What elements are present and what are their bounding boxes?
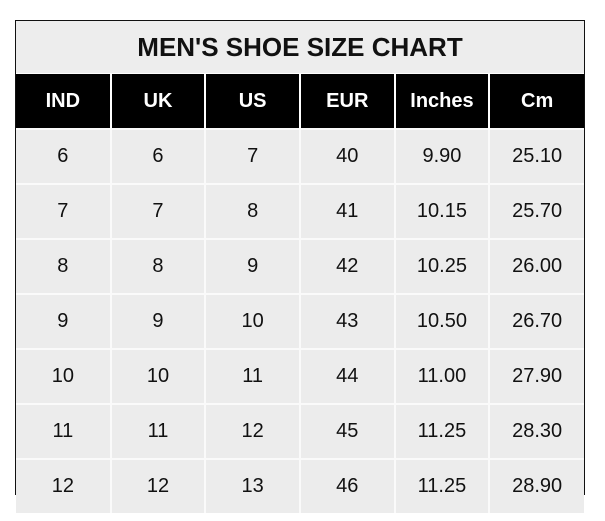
cell-us: 10 <box>204 293 300 349</box>
table-row: 12 12 13 46 11.25 28.90 <box>16 458 584 513</box>
chart-title: MEN'S SHOE SIZE CHART <box>16 21 584 74</box>
cell-inches: 11.00 <box>393 348 490 404</box>
cell-inches: 10.50 <box>393 293 490 349</box>
cell-ind: 7 <box>16 183 111 239</box>
cell-inches: 9.90 <box>393 128 490 184</box>
table-row: 8 8 9 42 10.25 26.00 <box>16 238 584 294</box>
cell-cm: 27.90 <box>488 348 584 404</box>
cell-ind: 8 <box>16 238 111 294</box>
cell-uk: 12 <box>109 458 206 513</box>
cell-inches: 10.25 <box>393 238 490 294</box>
cell-cm: 25.70 <box>488 183 584 239</box>
column-header-uk: UK <box>109 74 206 129</box>
cell-ind: 9 <box>16 293 111 349</box>
cell-cm: 28.30 <box>488 403 584 459</box>
cell-us: 9 <box>204 238 300 294</box>
table-row: 10 10 11 44 11.00 27.90 <box>16 348 584 404</box>
table-row: 9 9 10 43 10.50 26.70 <box>16 293 584 349</box>
cell-ind: 6 <box>16 128 111 184</box>
cell-eur: 43 <box>298 293 395 349</box>
cell-inches: 11.25 <box>393 403 490 459</box>
cell-eur: 45 <box>298 403 395 459</box>
cell-uk: 10 <box>109 348 206 404</box>
cell-uk: 6 <box>109 128 206 184</box>
table-row: 6 6 7 40 9.90 25.10 <box>16 128 584 184</box>
cell-eur: 46 <box>298 458 395 513</box>
column-header-eur: EUR <box>298 74 395 129</box>
column-header-us: US <box>204 74 300 129</box>
table-row: 11 11 12 45 11.25 28.30 <box>16 403 584 459</box>
column-header-inches: Inches <box>393 74 490 129</box>
cell-inches: 10.15 <box>393 183 490 239</box>
cell-eur: 41 <box>298 183 395 239</box>
cell-uk: 9 <box>109 293 206 349</box>
cell-ind: 11 <box>16 403 111 459</box>
header-row: IND UK US EUR Inches Cm <box>16 74 584 129</box>
cell-cm: 26.00 <box>488 238 584 294</box>
cell-eur: 42 <box>298 238 395 294</box>
cell-uk: 11 <box>109 403 206 459</box>
column-header-cm: Cm <box>488 74 584 129</box>
cell-ind: 12 <box>16 458 111 513</box>
cell-us: 11 <box>204 348 300 404</box>
cell-cm: 25.10 <box>488 128 584 184</box>
cell-us: 12 <box>204 403 300 459</box>
size-table: IND UK US EUR Inches Cm 6 6 7 40 9.90 25.10 7 7 8 41 10… <box>16 74 584 513</box>
cell-eur: 40 <box>298 128 395 184</box>
size-chart: MEN'S SHOE SIZE CHART IND UK US EUR Inches Cm… <box>15 20 585 513</box>
table-row: 7 7 8 41 10.15 25.70 <box>16 183 584 239</box>
cell-cm: 28.90 <box>488 458 584 513</box>
cell-us: 13 <box>204 458 300 513</box>
cell-us: 8 <box>204 183 300 239</box>
cell-uk: 7 <box>109 183 206 239</box>
cell-eur: 44 <box>298 348 395 404</box>
column-header-ind: IND <box>16 74 111 129</box>
cell-ind: 10 <box>16 348 111 404</box>
cell-us: 7 <box>204 128 300 184</box>
cell-cm: 26.70 <box>488 293 584 349</box>
cell-uk: 8 <box>109 238 206 294</box>
cell-inches: 11.25 <box>393 458 490 513</box>
